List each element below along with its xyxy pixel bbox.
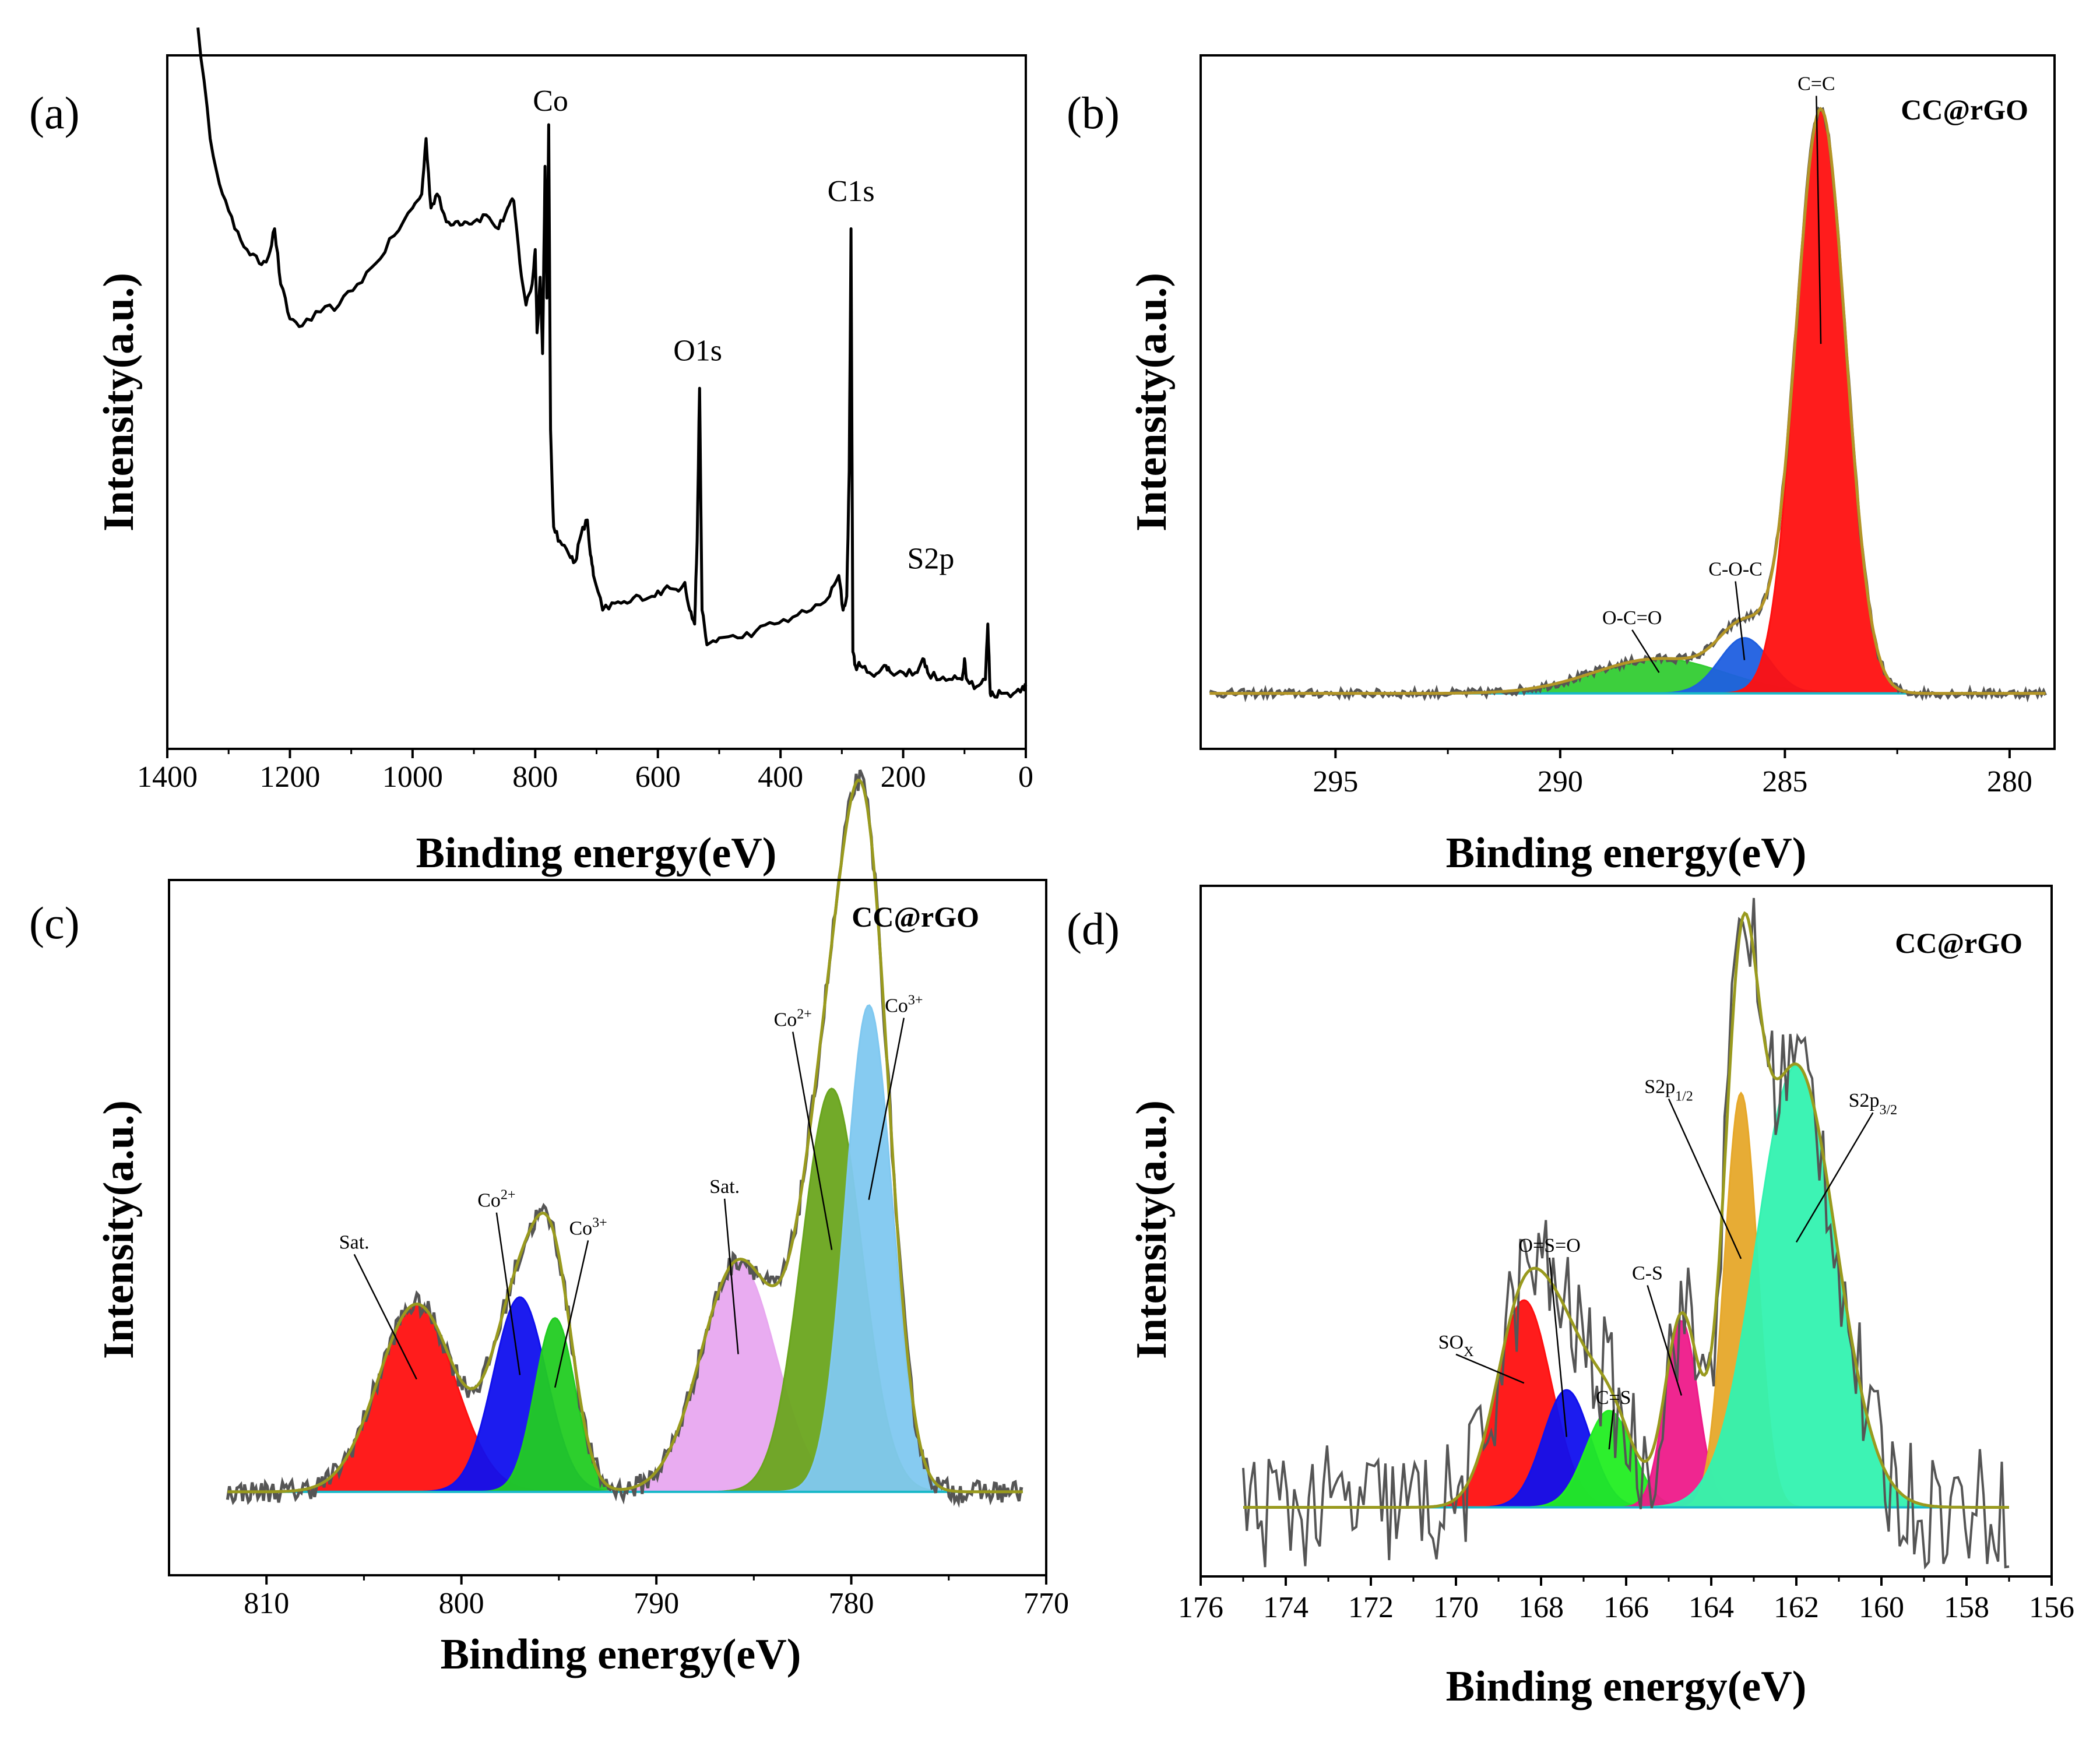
panel-a-label: (a): [29, 87, 80, 138]
annotation-arrow: [1816, 96, 1822, 344]
component-label: SOX: [1438, 1332, 1474, 1360]
x-tick-label: 770: [1023, 1587, 1069, 1620]
annotation-arrow: [495, 1212, 521, 1375]
panel-d-x-axis-title: Binding energy(eV): [1446, 1663, 1807, 1710]
x-tick-label: 200: [881, 761, 926, 794]
annotation-arrow: [554, 1240, 589, 1388]
x-tick-label: 172: [1348, 1591, 1394, 1624]
raw-spectrum: [1242, 897, 2010, 1570]
annotation-arrow: [1455, 1353, 1525, 1384]
annotation-arrow: [1735, 581, 1746, 660]
component-label: Co2+: [774, 1007, 812, 1031]
x-tick-label: 0: [1018, 761, 1033, 794]
annotation-arrow: [353, 1254, 417, 1380]
panel-c-sample-label: CC@rGO: [852, 900, 979, 933]
panel-d: (d) 176 174 172 170 168 166 164 162 160 158 156 SOX…: [1067, 885, 2074, 1710]
component-label: Co3+: [885, 993, 923, 1017]
component-label: O-C=O: [1602, 607, 1662, 629]
x-tick-label: 800: [512, 761, 558, 794]
panel-c-axes: [168, 879, 1047, 1576]
x-tick-label: 164: [1689, 1591, 1734, 1624]
annotation-arrow: [792, 1032, 833, 1250]
panel-c-y-axis-title: Intensity(a.u.): [95, 1100, 143, 1359]
x-tick-label: 600: [635, 761, 681, 794]
annotation-arrow: [1608, 1409, 1614, 1450]
annotation-arrow: [1668, 1098, 1742, 1259]
component-label: Sat.: [709, 1176, 740, 1198]
peak-label: Co: [533, 85, 568, 118]
panel-b-axes: [1200, 54, 2056, 750]
x-tick-label: 800: [439, 1587, 484, 1620]
x-tick-label: 1400: [137, 761, 198, 794]
component-label: Co2+: [477, 1188, 515, 1212]
peak-label: S2p: [907, 543, 954, 576]
peak-label: O1s: [673, 335, 722, 368]
panel-d-sample-label: CC@rGO: [1895, 927, 2022, 959]
fit-envelope: [227, 779, 1023, 1494]
panel-d-axes: [1200, 885, 2053, 1578]
annotation-arrow: [1549, 1257, 1568, 1437]
x-tick-label: 176: [1178, 1591, 1223, 1624]
panel-a-x-axis-title: Binding energy(eV): [416, 829, 777, 877]
x-tick-label: 810: [244, 1587, 289, 1620]
x-tick-label: 168: [1518, 1591, 1564, 1624]
component-peak-2: [1710, 110, 1931, 695]
panel-b-x-axis-title: Binding energy(eV): [1446, 829, 1807, 877]
panel-c: (c) 810 800 790 780 770 Sat. Co2+ Co3+ Sat. Co2+ C…: [29, 769, 1069, 1678]
x-tick-label: 158: [1944, 1591, 1989, 1624]
annotation-arrow: [1647, 1285, 1683, 1396]
fit-envelope: [1209, 107, 2046, 695]
panel-b-plot: 295 290 285 280 O-C=O C-O-C C=C: [1209, 73, 2047, 798]
panel-d-label: (d): [1067, 903, 1120, 954]
component-label: O=S=O: [1518, 1235, 1580, 1256]
panel-b-sample-label: CC@rGO: [1901, 93, 2028, 126]
panel-d-y-axis-title: Intensity(a.u.): [1128, 1100, 1176, 1359]
x-tick-label: 160: [1859, 1591, 1904, 1624]
panel-a: (a) 1400 1200 1000 800 600 400 200 0 Co O1s C1s S2p…: [29, 27, 1033, 877]
panel-c-label: (c): [29, 897, 80, 948]
component-label: C-S: [1632, 1262, 1663, 1284]
panel-c-plot: 810 800 790 780 770 Sat. Co2+ Co3+ Sat. Co2+ Co3+: [226, 769, 1069, 1620]
x-tick-label: 285: [1762, 765, 1807, 798]
panel-c-x-axis-title: Binding energy(eV): [441, 1631, 801, 1678]
annotation-arrow: [1631, 629, 1660, 673]
panel-b: (b) 295 290 285 280 O-C=O C-O-C C=C CC@rGO Bin…: [1067, 54, 2056, 877]
x-tick-label: 174: [1263, 1591, 1308, 1624]
x-tick-label: 166: [1603, 1591, 1649, 1624]
x-tick-label: 790: [634, 1587, 679, 1620]
panel-a-y-axis-title: Intensity(a.u.): [95, 273, 143, 531]
panel-b-label: (b): [1067, 87, 1120, 138]
x-tick-label: 280: [1987, 765, 2032, 798]
x-tick-label: 1000: [382, 761, 443, 794]
annotation-arrow: [723, 1198, 739, 1354]
x-tick-label: 156: [2029, 1591, 2074, 1624]
series-line-survey: [196, 27, 1028, 699]
panel-a-plot: 1400 1200 1000 800 600 400 200 0 Co O1s C1s S2p: [137, 27, 1033, 794]
annotation-arrow: [868, 1018, 905, 1201]
panel-d-plot: 176 174 172 170 168 166 164 162 160 158 156 SOX O=S=…: [1178, 897, 2074, 1624]
x-tick-label: 780: [829, 1587, 874, 1620]
fit-envelope: [1243, 911, 2009, 1509]
x-tick-label: 295: [1313, 765, 1358, 798]
panel-b-y-axis-title: Intensity(a.u.): [1128, 273, 1176, 531]
component-label: C=S: [1596, 1387, 1631, 1409]
component-label: Co3+: [569, 1215, 607, 1239]
x-tick-label: 1200: [259, 761, 320, 794]
annotation-arrow: [1795, 1112, 1874, 1243]
x-tick-label: 290: [1538, 765, 1583, 798]
component-label: C-O-C: [1708, 559, 1763, 580]
x-tick-label: 162: [1774, 1591, 1819, 1624]
x-tick-label: 400: [758, 761, 803, 794]
x-tick-label: 170: [1433, 1591, 1479, 1624]
component-label: Sat.: [339, 1231, 370, 1253]
component-label: C=C: [1798, 73, 1835, 95]
peak-label: C1s: [828, 175, 875, 208]
panel-a-axes: [166, 54, 1027, 750]
